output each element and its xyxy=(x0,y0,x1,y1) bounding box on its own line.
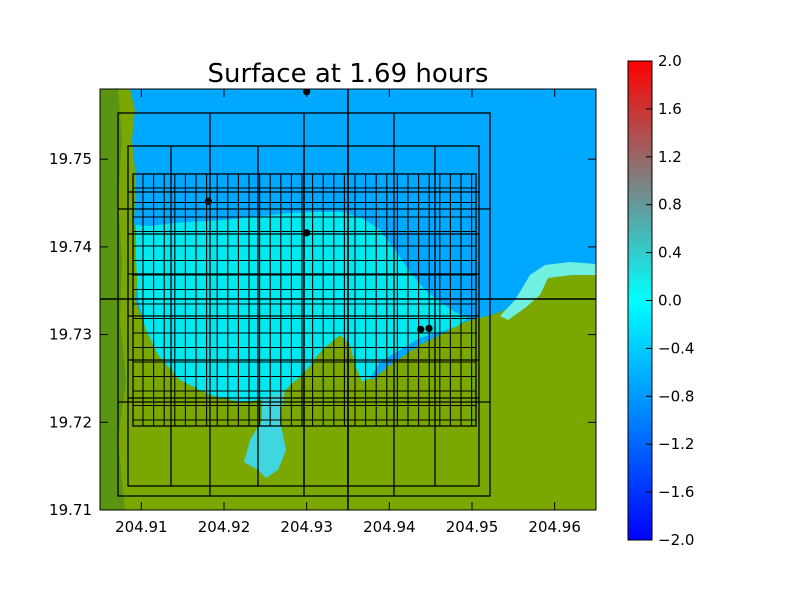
colorbar-tick-label: −2.0 xyxy=(658,531,694,549)
colorbar-tick-label: 2.0 xyxy=(658,52,682,70)
colorbar-tick-label: 0.4 xyxy=(658,244,682,262)
x-tick-label: 204.91 xyxy=(115,518,168,536)
colorbar-tick-label: 0.8 xyxy=(658,196,682,214)
y-tick-label: 19.75 xyxy=(49,150,92,168)
chart-title: Surface at 1.69 hours xyxy=(208,59,489,89)
x-tick-label: 204.92 xyxy=(198,518,251,536)
y-tick-label: 19.74 xyxy=(49,238,92,256)
colorbar-tick-label: −1.6 xyxy=(658,483,694,501)
x-tick-label: 204.96 xyxy=(528,518,581,536)
x-axis: 204.91 204.92 204.93 204.94 204.95 204.96 xyxy=(115,89,581,536)
colorbar-tick-label: −0.4 xyxy=(658,339,694,357)
inlet-water-region xyxy=(244,390,286,478)
y-tick-label: 19.72 xyxy=(49,413,92,431)
gauge-point xyxy=(303,229,311,237)
plot-area xyxy=(100,89,596,510)
y-tick-label: 19.71 xyxy=(49,501,92,519)
amr-grid-lines xyxy=(100,89,596,510)
colorbar-tick-label: −0.8 xyxy=(658,387,694,405)
x-tick-label: 204.93 xyxy=(280,518,333,536)
gauge-point xyxy=(204,197,212,205)
reef-water-strip xyxy=(500,262,596,320)
colorbar-tick-label: 0.0 xyxy=(658,292,682,310)
colorbar-axis: 2.0 1.6 1.2 0.8 0.4 0.0 −0.4 −0.8 −1.2 −1.6 −2.0 xyxy=(646,52,694,549)
gauge-markers xyxy=(204,89,433,333)
x-tick-label: 204.95 xyxy=(446,518,499,536)
grid-patch xyxy=(132,173,477,427)
colorbar-tick-label: 1.6 xyxy=(658,100,682,118)
x-tick-label: 204.94 xyxy=(363,518,416,536)
gauge-point xyxy=(417,325,425,333)
gauge-point xyxy=(425,324,433,333)
plot-frame xyxy=(99,88,597,511)
colorbar-tick-label: 1.2 xyxy=(658,148,682,166)
y-tick-label: 19.73 xyxy=(49,326,92,344)
y-axis: 19.75 19.74 19.73 19.72 19.71 xyxy=(49,150,596,519)
colorbar-tick-label: −1.2 xyxy=(658,435,694,453)
